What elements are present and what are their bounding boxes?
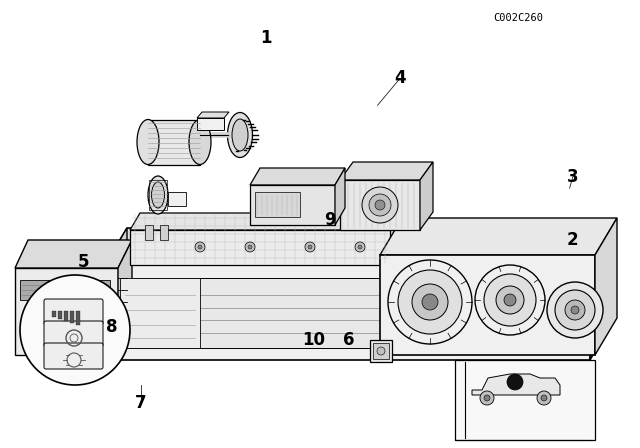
Circle shape: [305, 242, 315, 252]
Bar: [76, 311, 80, 325]
Polygon shape: [197, 112, 229, 118]
Text: 5: 5: [77, 253, 89, 271]
Ellipse shape: [227, 112, 253, 158]
FancyBboxPatch shape: [44, 321, 103, 347]
Circle shape: [388, 260, 472, 344]
Circle shape: [198, 245, 202, 249]
Polygon shape: [105, 228, 127, 310]
Circle shape: [20, 275, 130, 385]
Polygon shape: [340, 180, 420, 230]
Bar: [160, 225, 168, 240]
Bar: [70, 311, 74, 323]
Circle shape: [537, 391, 551, 405]
Text: 9: 9: [324, 211, 335, 228]
Polygon shape: [148, 120, 200, 165]
Polygon shape: [595, 218, 617, 355]
Circle shape: [398, 270, 462, 334]
FancyBboxPatch shape: [44, 299, 103, 325]
Polygon shape: [105, 228, 612, 265]
Circle shape: [475, 265, 545, 335]
Polygon shape: [250, 168, 345, 185]
Polygon shape: [130, 213, 400, 230]
Bar: [168, 192, 186, 206]
Polygon shape: [120, 278, 580, 348]
Text: 1: 1: [260, 29, 271, 47]
Circle shape: [369, 194, 391, 216]
Polygon shape: [197, 118, 224, 130]
Circle shape: [375, 200, 385, 210]
Ellipse shape: [232, 119, 248, 151]
Circle shape: [422, 294, 438, 310]
Circle shape: [547, 282, 603, 338]
Bar: [373, 343, 389, 359]
Polygon shape: [380, 255, 595, 355]
Polygon shape: [335, 168, 345, 225]
Ellipse shape: [189, 120, 211, 164]
Text: 4: 4: [394, 69, 406, 87]
Bar: [52, 311, 56, 317]
Bar: [58, 311, 62, 319]
Circle shape: [195, 242, 205, 252]
Circle shape: [555, 290, 595, 330]
Bar: [255, 192, 300, 217]
Circle shape: [571, 306, 579, 314]
Circle shape: [480, 391, 494, 405]
Polygon shape: [380, 218, 617, 255]
Polygon shape: [15, 240, 132, 268]
Polygon shape: [420, 162, 433, 230]
Polygon shape: [340, 162, 433, 180]
Circle shape: [484, 395, 490, 401]
Ellipse shape: [148, 176, 168, 214]
Circle shape: [362, 187, 398, 223]
Polygon shape: [15, 268, 118, 355]
Bar: [370, 340, 392, 362]
Text: 8: 8: [106, 318, 118, 336]
FancyBboxPatch shape: [44, 343, 103, 369]
Circle shape: [565, 300, 585, 320]
Text: 3: 3: [567, 168, 579, 186]
Bar: [455, 360, 595, 440]
Polygon shape: [130, 230, 390, 265]
Circle shape: [377, 347, 385, 355]
Bar: [64, 311, 68, 321]
Circle shape: [355, 242, 365, 252]
Polygon shape: [472, 374, 560, 395]
Polygon shape: [118, 240, 132, 355]
Bar: [20, 320, 110, 332]
Bar: [145, 225, 153, 240]
Circle shape: [308, 245, 312, 249]
Circle shape: [507, 374, 523, 390]
Text: 7: 7: [135, 394, 147, 412]
Text: 6: 6: [343, 332, 355, 349]
Circle shape: [484, 274, 536, 326]
Circle shape: [412, 284, 448, 320]
Circle shape: [245, 242, 255, 252]
Circle shape: [504, 294, 516, 306]
Polygon shape: [120, 278, 200, 348]
Circle shape: [248, 245, 252, 249]
Circle shape: [496, 286, 524, 314]
Polygon shape: [250, 185, 335, 225]
Bar: [20, 280, 110, 300]
Text: C002C260: C002C260: [493, 13, 543, 23]
Polygon shape: [105, 265, 590, 360]
Circle shape: [541, 395, 547, 401]
Ellipse shape: [152, 182, 164, 208]
Ellipse shape: [137, 120, 159, 164]
Text: 10: 10: [302, 332, 325, 349]
Circle shape: [358, 245, 362, 249]
Text: 2: 2: [567, 231, 579, 249]
Polygon shape: [590, 228, 612, 360]
